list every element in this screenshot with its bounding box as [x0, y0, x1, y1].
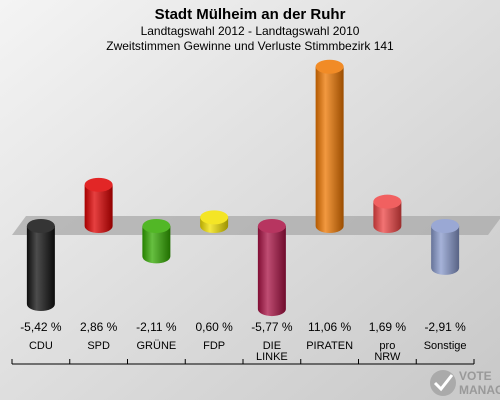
category-label: PIRATEN	[306, 340, 353, 352]
value-label: -2,11 %	[136, 320, 177, 334]
bar-spd	[84, 177, 113, 234]
category-label: GRÜNE	[137, 340, 177, 352]
bar-body	[257, 226, 286, 317]
chart-subtitle-2: Zweitstimmen Gewinne und Verluste Stimmb…	[106, 39, 394, 53]
bar-body	[315, 66, 344, 234]
bar-cap	[142, 219, 171, 233]
chart-subtitle-1: Landtagswahl 2012 - Landtagswahl 2010	[141, 24, 360, 38]
value-label: 0,60 %	[195, 320, 233, 334]
bar-cap	[84, 177, 113, 192]
value-label: 1,69 %	[369, 320, 407, 334]
value-label: -5,42 %	[20, 320, 62, 334]
category-label: CDU	[29, 340, 53, 352]
category-label: NRW	[374, 351, 401, 363]
value-label: 11,06 %	[308, 320, 351, 334]
chart-title: Stadt Mülheim an der Ruhr	[155, 6, 346, 23]
bar-body	[142, 226, 171, 264]
category-label: DIE	[263, 340, 281, 352]
bar-sonstige	[431, 219, 460, 275]
checkmark-logo-icon	[430, 370, 456, 396]
bar-die-linke	[257, 219, 286, 317]
bar-cap	[257, 219, 286, 233]
value-label: -5,77 %	[251, 320, 293, 334]
bar-body	[431, 226, 460, 275]
bar-cap	[200, 210, 229, 225]
brand-logo: VOTE MANAGER	[430, 369, 500, 397]
bar-cap	[26, 219, 55, 233]
bar-body	[26, 226, 55, 312]
value-labels-group: -5,42 % 2,86 % -2,11 % 0,60 % -5,77 % 11,06 %…	[20, 320, 466, 334]
bar-cdu	[26, 219, 55, 312]
bars-group	[26, 59, 460, 317]
category-label: Sonstige	[424, 340, 467, 352]
brand-text-line2: MANAGER	[459, 383, 500, 397]
bar-pro-nrw	[373, 194, 402, 234]
bar-cap	[315, 59, 344, 74]
category-label: SPD	[87, 340, 110, 352]
bar-grüne	[142, 219, 171, 264]
bar-cap	[431, 219, 460, 233]
bar-body	[84, 184, 113, 234]
bar-body	[373, 201, 402, 234]
category-label: FDP	[203, 340, 225, 352]
bar-cap	[373, 194, 402, 209]
category-label: LINKE	[256, 351, 288, 363]
brand-text-line1: VOTE	[459, 369, 492, 383]
value-label: 2,86 %	[80, 320, 118, 334]
value-label: -2,91 %	[424, 320, 466, 334]
category-label: pro	[379, 340, 395, 352]
bar-piraten	[315, 59, 344, 234]
bar-fdp	[200, 210, 229, 234]
